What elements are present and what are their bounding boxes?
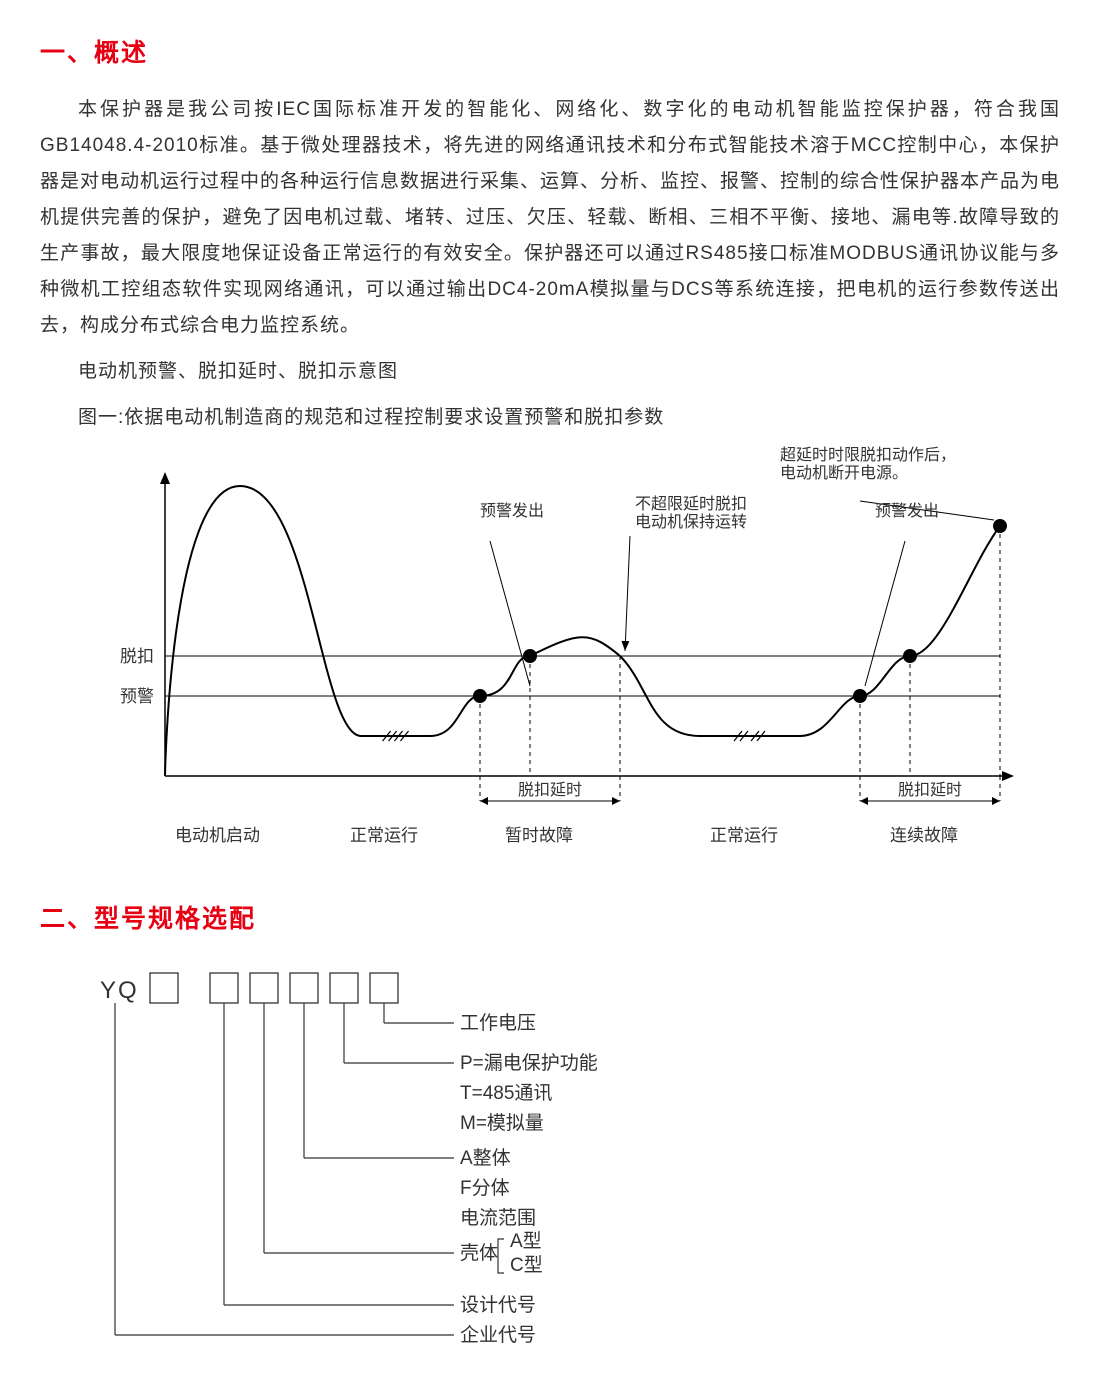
overview-body: 本保护器是我公司按IEC国际标准开发的智能化、网络化、数字化的电动机智能监控保护…: [40, 92, 1060, 345]
section-2-title: 二、型号规格选配: [40, 896, 1060, 944]
svg-text:预警发出: 预警发出: [875, 502, 939, 520]
svg-text:正常运行: 正常运行: [710, 826, 778, 845]
svg-text:超延时时限脱扣动作后，: 超延时时限脱扣动作后，: [780, 446, 956, 464]
svg-text:A整体: A整体: [460, 1147, 511, 1169]
svg-text:C型: C型: [510, 1254, 543, 1276]
svg-text:工作电压: 工作电压: [460, 1012, 536, 1034]
svg-text:连续故障: 连续故障: [890, 826, 958, 845]
svg-text:脱扣延时: 脱扣延时: [518, 781, 582, 799]
svg-text:脱扣: 脱扣: [120, 647, 154, 666]
svg-text:M=模拟量: M=模拟量: [460, 1112, 544, 1134]
svg-text:P=漏电保护功能: P=漏电保护功能: [460, 1052, 598, 1074]
svg-text:电动机断开电源。: 电动机断开电源。: [780, 464, 908, 482]
svg-text:暂时故障: 暂时故障: [505, 826, 573, 845]
svg-text:脱扣延时: 脱扣延时: [898, 781, 962, 799]
svg-text:电动机启动: 电动机启动: [175, 826, 260, 845]
svg-text:设计代号: 设计代号: [460, 1294, 536, 1316]
svg-text:预警发出: 预警发出: [480, 502, 544, 520]
section-1-title: 一、概述: [40, 30, 1060, 78]
trip-warning-chart: 脱扣预警 预警发出 不超限延时脱扣电动机保持运转 超延时时限脱扣动作后，电动机断开电源…: [60, 446, 1040, 886]
svg-text:A型: A型: [510, 1230, 542, 1252]
model-code-diagram: YQ 工作电压 P=漏电保护功能 T=485通讯 M=模拟量 A整体 F分体电流范围壳体 A型…: [40, 958, 1020, 1368]
svg-text:F分体: F分体: [460, 1177, 510, 1199]
svg-text:T=485通讯: T=485通讯: [460, 1082, 552, 1104]
svg-text:企业代号: 企业代号: [460, 1324, 536, 1346]
svg-text:预警: 预警: [120, 687, 154, 706]
svg-text:正常运行: 正常运行: [350, 826, 418, 845]
svg-text:壳体: 壳体: [460, 1242, 498, 1264]
svg-text:电流范围: 电流范围: [460, 1207, 536, 1229]
chart-caption-1: 电动机预警、脱扣延时、脱扣示意图: [78, 354, 1060, 390]
svg-text:电动机保持运转: 电动机保持运转: [635, 513, 747, 531]
svg-text:YQ: YQ: [100, 977, 139, 1004]
chart-caption-2: 图一:依据电动机制造商的规范和过程控制要求设置预警和脱扣参数: [78, 400, 1060, 436]
svg-text:不超限延时脱扣: 不超限延时脱扣: [635, 495, 747, 513]
